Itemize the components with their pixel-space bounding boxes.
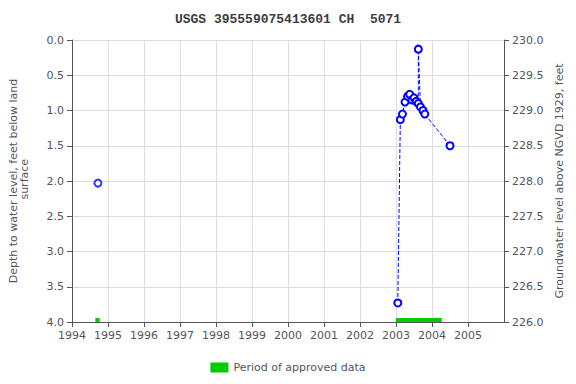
svg-text:1994: 1994 <box>58 329 86 342</box>
svg-text:230.0: 230.0 <box>512 34 544 47</box>
svg-text:3.0: 3.0 <box>47 245 65 258</box>
svg-text:228.0: 228.0 <box>512 175 544 188</box>
svg-text:2002: 2002 <box>346 329 374 342</box>
svg-text:227.0: 227.0 <box>512 245 544 258</box>
svg-text:surface: surface <box>18 159 31 203</box>
svg-text:229.0: 229.0 <box>512 104 544 117</box>
svg-text:226.5: 226.5 <box>512 280 544 293</box>
svg-text:1.0: 1.0 <box>47 104 65 117</box>
svg-text:226.0: 226.0 <box>512 316 544 329</box>
svg-text:Period of approved data: Period of approved data <box>233 361 365 374</box>
svg-text:2000: 2000 <box>274 329 302 342</box>
svg-text:1.5: 1.5 <box>47 139 65 152</box>
svg-text:227.5: 227.5 <box>512 210 544 223</box>
svg-text:2001: 2001 <box>310 329 338 342</box>
svg-text:0.5: 0.5 <box>47 69 65 82</box>
svg-text:USGS 395559075413601 CH 5071: USGS 395559075413601 CH 5071 <box>175 12 401 27</box>
svg-text:1997: 1997 <box>166 329 194 342</box>
svg-text:1998: 1998 <box>202 329 230 342</box>
svg-text:1999: 1999 <box>238 329 266 342</box>
svg-text:229.5: 229.5 <box>512 69 544 82</box>
svg-text:2003: 2003 <box>382 329 410 342</box>
svg-text:2005: 2005 <box>454 329 482 342</box>
svg-text:3.5: 3.5 <box>47 280 65 293</box>
svg-text:2.0: 2.0 <box>47 175 65 188</box>
svg-text:2004: 2004 <box>418 329 446 342</box>
svg-text:2.5: 2.5 <box>47 210 65 223</box>
svg-text:4.0: 4.0 <box>47 316 65 329</box>
svg-text:1996: 1996 <box>130 329 158 342</box>
svg-text:Depth to water level, feet bel: Depth to water level, feet below land <box>7 78 20 284</box>
svg-text:0.0: 0.0 <box>47 34 65 47</box>
svg-text:1995: 1995 <box>94 329 122 342</box>
svg-text:Groundwater level above NGVD 1: Groundwater level above NGVD 1929, feet <box>553 63 566 299</box>
svg-text:228.5: 228.5 <box>512 139 544 152</box>
